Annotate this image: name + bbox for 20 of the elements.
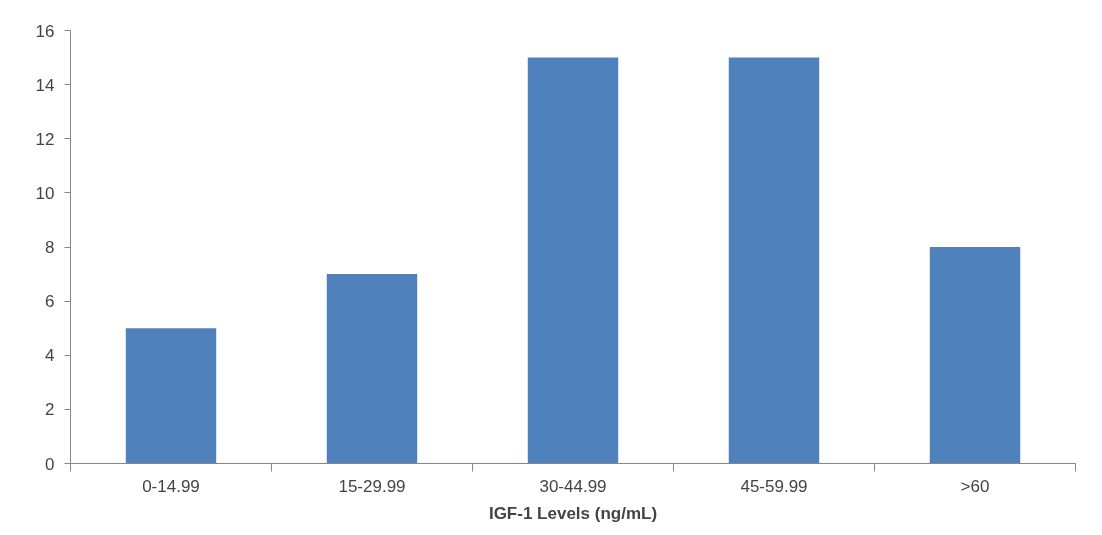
x-tick-label: >60	[960, 476, 990, 496]
bar	[326, 274, 418, 464]
x-tick-label: 30-44.99	[539, 476, 607, 496]
x-tick-label: 0-14.99	[142, 476, 200, 496]
x-axis-title: IGF-1 Levels (ng/mL)	[488, 503, 658, 523]
x-tick-label: 15-29.99	[338, 476, 406, 496]
y-tick-label: 2	[45, 400, 55, 420]
y-tick-label: 12	[35, 129, 55, 149]
y-tick-label: 16	[35, 21, 55, 41]
y-tick-label: 4	[45, 346, 55, 366]
bar	[728, 57, 820, 464]
x-tick-label: 45-59.99	[740, 476, 808, 496]
y-tick-label: 8	[45, 238, 55, 257]
y-tick-label: 14	[35, 75, 55, 95]
bar	[527, 57, 619, 464]
y-tick-label: 6	[45, 292, 55, 312]
bar	[929, 247, 1021, 464]
bar	[125, 328, 217, 464]
y-tick-label: 0	[45, 454, 55, 474]
y-tick-label: 10	[35, 183, 55, 203]
